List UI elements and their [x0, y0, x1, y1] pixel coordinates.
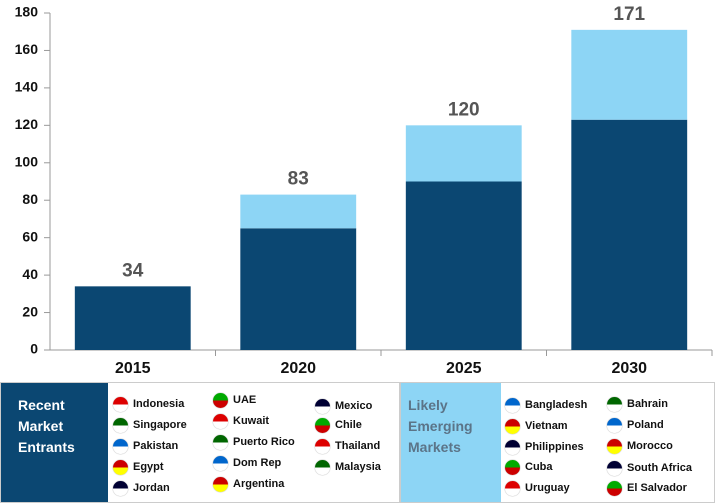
x-tick-label: 2030	[611, 360, 647, 377]
country-name: South Africa	[627, 462, 692, 474]
flag-icon	[113, 397, 128, 412]
country-name: Singapore	[133, 419, 187, 431]
country-name: Vietnam	[525, 420, 568, 432]
country-name: Philippines	[525, 441, 584, 453]
country-name: Jordan	[133, 482, 170, 494]
country-name: Cuba	[525, 461, 553, 473]
country-name: Kuwait	[233, 415, 270, 427]
recent-panel: Recent Market Entrants Indonesia Singapore…	[0, 382, 400, 503]
flag-icon	[315, 418, 330, 433]
bar-segment	[571, 119, 688, 350]
y-tick-label: 40	[22, 266, 38, 282]
flag-icon	[315, 439, 330, 454]
country-name: Mexico	[335, 400, 373, 412]
legend-label: Recent Market Entrants	[18, 397, 75, 455]
country-name: Dom Rep	[233, 457, 282, 469]
country-name: Uruguay	[525, 482, 570, 494]
bar-segment	[74, 286, 191, 350]
y-tick-label: 0	[30, 341, 38, 357]
flag-icon	[505, 398, 520, 413]
y-tick-label: 120	[15, 116, 39, 132]
y-tick-label: 60	[22, 228, 38, 244]
country-name: Bahrain	[627, 398, 668, 410]
chart: 0 20 40 60 80 100 120 140 160 180 2015 34 2020 83 2025…	[15, 4, 713, 377]
flag-icon	[505, 481, 520, 496]
x-tick-label: 2025	[446, 360, 482, 377]
flag-icon	[213, 435, 228, 450]
bar-segment	[240, 228, 357, 350]
bar-segment	[571, 29, 688, 120]
flag-icon	[505, 419, 520, 434]
country-name: El Salvador	[627, 482, 687, 494]
country-name: Argentina	[233, 478, 285, 490]
y-tick-label: 20	[22, 303, 38, 319]
flag-icon	[113, 481, 128, 496]
flag-icon	[315, 460, 330, 475]
country-name: Indonesia	[133, 398, 185, 410]
y-tick-label: 100	[15, 153, 39, 169]
total-label: 120	[448, 99, 480, 120]
country-name: Pakistan	[133, 440, 179, 452]
flag-icon	[213, 414, 228, 429]
legend-swatch	[401, 383, 501, 502]
country-name: Poland	[627, 419, 664, 431]
flag-icon	[213, 456, 228, 471]
flag-icon	[113, 439, 128, 454]
emerging-panel: Likely Emerging Markets Bangladesh Vietnam…	[400, 382, 715, 503]
flag-icon	[505, 440, 520, 455]
flag-icon	[213, 477, 228, 492]
legend-label: Likely Emerging Markets	[408, 397, 473, 455]
country-name: Thailand	[335, 440, 381, 452]
flag-icon	[607, 439, 622, 454]
bar-segment	[405, 181, 522, 350]
x-tick-label: 2015	[115, 360, 151, 377]
country-name: Egypt	[133, 461, 164, 473]
flag-icon	[113, 418, 128, 433]
legend-swatch	[1, 383, 108, 502]
x-tick-label: 2020	[280, 360, 316, 377]
bar-segment	[405, 125, 522, 182]
total-label: 34	[122, 260, 144, 281]
flag-icon	[113, 460, 128, 475]
country-name: Bangladesh	[525, 399, 588, 411]
y-tick-label: 80	[22, 191, 38, 207]
flag-icon	[607, 481, 622, 496]
total-label: 171	[613, 4, 645, 25]
total-label: 83	[288, 169, 309, 190]
y-tick-label: 140	[15, 79, 39, 95]
flag-icon	[607, 461, 622, 476]
bar-segment	[240, 194, 357, 229]
country-name: Morocco	[627, 440, 673, 452]
country-name: Puerto Rico	[233, 436, 295, 448]
country-name: UAE	[233, 394, 257, 406]
flag-icon	[315, 399, 330, 414]
flag-icon	[505, 460, 520, 475]
flag-icon	[607, 397, 622, 412]
country-name: Malaysia	[335, 461, 381, 473]
y-tick-label: 180	[15, 4, 39, 20]
flag-icon	[213, 393, 228, 408]
flag-icon	[607, 418, 622, 433]
y-tick-label: 160	[15, 41, 39, 57]
country-name: Chile	[335, 419, 362, 431]
